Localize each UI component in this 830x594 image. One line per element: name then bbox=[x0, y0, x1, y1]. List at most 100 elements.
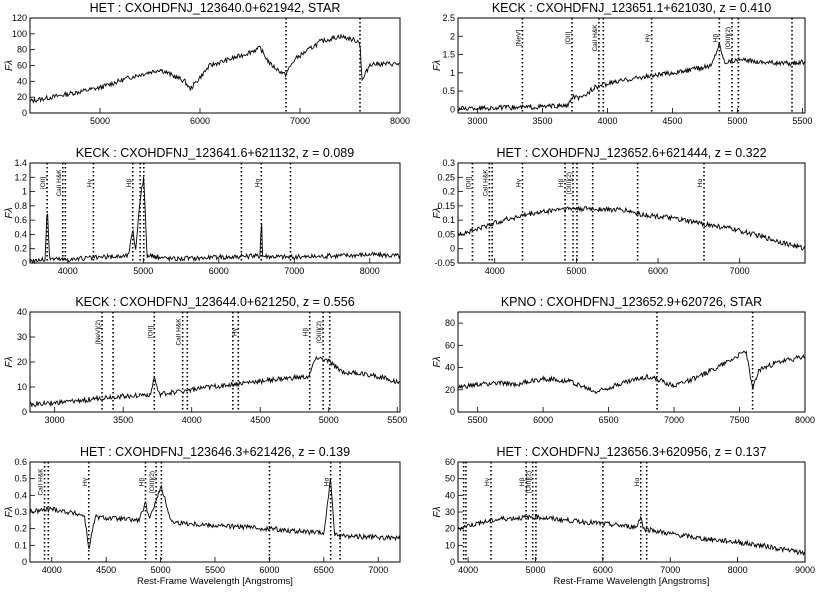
spectral-line-label: Hβ bbox=[138, 478, 145, 487]
x-tick-label: 8000 bbox=[390, 116, 410, 126]
x-tick-label: 5000 bbox=[727, 116, 747, 126]
plot-frame bbox=[29, 461, 401, 563]
x-tick-label: 9000 bbox=[795, 565, 815, 575]
spectral-line-label: [OIII](2) bbox=[316, 321, 323, 343]
y-tick-label: 10 bbox=[445, 540, 455, 550]
y-tick-label: 0.2 bbox=[14, 244, 27, 254]
chart-panel-1: HET : CXOHDFNJ_123640.0+621942, STAR 5000… bbox=[4, 1, 410, 126]
chart-title: KECK : CXOHDFNJ_123651.1+621030, z = 0.4… bbox=[492, 1, 771, 15]
y-tick-label: 0.5 bbox=[442, 86, 455, 96]
y-tick-label: 0.05 bbox=[437, 229, 455, 239]
y-tick-label: 20 bbox=[17, 92, 27, 102]
x-tick-label: 6000 bbox=[593, 565, 613, 575]
y-tick-label: 0.4 bbox=[14, 229, 27, 239]
x-tick-label: 3500 bbox=[532, 116, 552, 126]
spectral-line-label: Hγ bbox=[645, 33, 652, 42]
y-tick-label: 0.8 bbox=[14, 201, 27, 211]
chart-title: HET : CXOHDFNJ_123656.3+620956, z = 0.13… bbox=[496, 445, 766, 459]
chart-panel-6: KPNO : CXOHDFNJ_123652.9+620726, STAR 550… bbox=[432, 295, 815, 425]
y-tick-label: 0 bbox=[22, 258, 27, 268]
chart-title: KPNO : CXOHDFNJ_123652.9+620726, STAR bbox=[501, 295, 762, 309]
x-tick-label: 4000 bbox=[182, 415, 202, 425]
y-tick-label: 40 bbox=[17, 307, 27, 317]
y-tick-label: 50 bbox=[445, 474, 455, 484]
x-tick-label: 5000 bbox=[90, 116, 110, 126]
spectral-line-label: CaII H&K bbox=[38, 468, 45, 496]
spectral-line-label: CaII H&K bbox=[482, 169, 489, 197]
y-tick-label: 30 bbox=[445, 507, 455, 517]
chart-panel-3: KECK : CXOHDFNJ_123641.6+621132, z = 0.0… bbox=[4, 146, 401, 276]
x-tick-label: 7000 bbox=[368, 565, 388, 575]
x-tick-label: 7000 bbox=[290, 116, 310, 126]
spectral-line-label: [NeV] bbox=[515, 30, 522, 46]
y-tick-label: 10 bbox=[17, 382, 27, 392]
chart-panel-4: HET : CXOHDFNJ_123652.6+621444, z = 0.32… bbox=[432, 146, 806, 276]
spectral-line-label: Hγ bbox=[231, 327, 238, 336]
plot-frame bbox=[457, 162, 806, 264]
y-tick-label: 60 bbox=[445, 457, 455, 467]
x-axis-label: Rest-Frame Wavelength [Angstroms] bbox=[137, 576, 293, 587]
x-tick-label: 6500 bbox=[314, 565, 334, 575]
plot-frame bbox=[457, 461, 806, 563]
x-tick-label: 3500 bbox=[113, 415, 133, 425]
y-tick-label: 0.5 bbox=[14, 474, 27, 484]
spectral-line-label: Hα bbox=[634, 478, 641, 487]
x-tick-label: 5000 bbox=[319, 415, 339, 425]
y-tick-label: 0 bbox=[450, 407, 455, 417]
plot-frame bbox=[29, 162, 401, 264]
chart-panel-7: HET : CXOHDFNJ_123646.3+621426, z = 0.13… bbox=[4, 445, 401, 587]
x-tick-label: 7000 bbox=[664, 415, 684, 425]
spectral-line-label: Hβ bbox=[712, 34, 719, 43]
spectrum-line bbox=[457, 42, 806, 112]
spectral-line-label: Hγ bbox=[484, 477, 491, 486]
spectral-line-label: [OIII](2) bbox=[725, 27, 732, 49]
x-tick-label: 6000 bbox=[259, 565, 279, 575]
spectral-line-label: [OII] bbox=[565, 32, 572, 44]
y-tick-label: 60 bbox=[445, 340, 455, 350]
y-tick-label: 0.6 bbox=[14, 215, 27, 225]
y-tick-label: 0 bbox=[22, 557, 27, 567]
x-tick-label: 4000 bbox=[458, 565, 478, 575]
chart-title: HET : CXOHDFNJ_123646.3+621426, z = 0.13… bbox=[80, 445, 350, 459]
x-tick-label: 5000 bbox=[133, 266, 153, 276]
y-tick-label: 40 bbox=[17, 76, 27, 86]
y-tick-label: 0.6 bbox=[14, 457, 27, 467]
y-tick-label: 0.4 bbox=[14, 490, 27, 500]
x-tick-label: 6000 bbox=[533, 415, 553, 425]
x-tick-label: 5500 bbox=[205, 565, 225, 575]
plot-frame bbox=[29, 17, 401, 114]
y-tick-label: 0.2 bbox=[14, 524, 27, 534]
x-axis-label: Rest-Frame Wavelength [Angstroms] bbox=[554, 576, 710, 587]
spectral-line-label: Hγ bbox=[86, 178, 93, 187]
y-tick-label: 2 bbox=[450, 31, 455, 41]
spectral-line-label: Hβ bbox=[126, 179, 133, 188]
spectral-line-label: Hα bbox=[254, 179, 261, 188]
spectral-line-label: [OII] bbox=[147, 326, 154, 338]
spectrum-line bbox=[29, 33, 401, 104]
x-tick-label: 6500 bbox=[599, 415, 619, 425]
y-tick-label: 0 bbox=[450, 557, 455, 567]
spectral-line-label: Hβ bbox=[303, 328, 310, 337]
spectral-line-label: Hβ bbox=[519, 478, 526, 487]
spectrum-line bbox=[29, 478, 401, 550]
y-tick-label: 1.5 bbox=[442, 50, 455, 60]
y-axis-label: Fλ bbox=[432, 207, 443, 218]
y-tick-label: 2.5 bbox=[442, 13, 455, 23]
y-tick-label: 0.3 bbox=[14, 507, 27, 517]
x-tick-label: 4000 bbox=[58, 266, 78, 276]
y-tick-label: 0.1 bbox=[442, 215, 455, 225]
chart-title: HET : CXOHDFNJ_123640.0+621942, STAR bbox=[90, 1, 341, 15]
x-tick-label: 6000 bbox=[209, 266, 229, 276]
y-axis-label: Fλ bbox=[432, 60, 443, 71]
spectral-line-label: [OIII](2) bbox=[526, 471, 533, 493]
plot-frame bbox=[29, 311, 401, 413]
plot-frame bbox=[457, 17, 806, 114]
y-axis-label: Fλ bbox=[4, 506, 15, 517]
y-tick-label: 0.25 bbox=[437, 172, 455, 182]
y-axis-label: Fλ bbox=[4, 60, 15, 71]
x-tick-label: 4000 bbox=[485, 266, 505, 276]
spectral-line-label: CaII H&K bbox=[176, 318, 183, 346]
x-tick-label: 8000 bbox=[360, 266, 380, 276]
y-tick-label: 120 bbox=[12, 13, 27, 23]
